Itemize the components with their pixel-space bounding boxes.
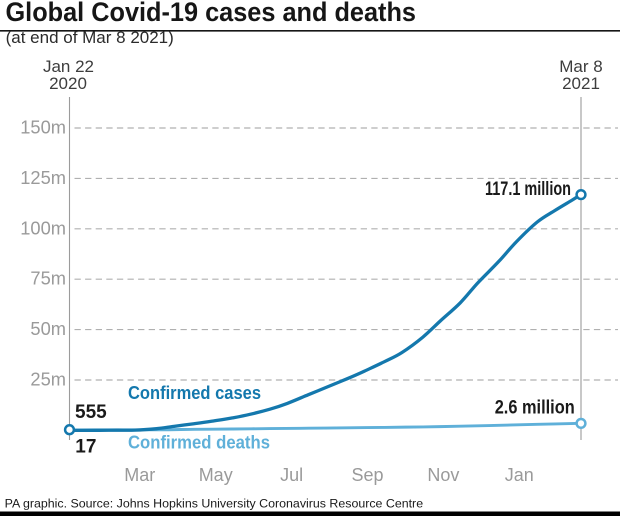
svg-text:Jan 22: Jan 22	[43, 57, 94, 76]
svg-text:100m: 100m	[20, 217, 66, 238]
svg-text:Mar: Mar	[124, 465, 155, 485]
svg-text:117.1 million: 117.1 million	[485, 179, 571, 200]
svg-text:May: May	[199, 465, 233, 485]
svg-text:Confirmed deaths: Confirmed deaths	[128, 432, 270, 453]
svg-text:25m: 25m	[30, 369, 66, 390]
svg-text:PA graphic. Source: Johns Hopk: PA graphic. Source: Johns Hopkins Univer…	[5, 496, 424, 510]
svg-text:2.6 million: 2.6 million	[495, 398, 575, 419]
svg-text:555: 555	[75, 402, 107, 423]
svg-text:Sep: Sep	[351, 465, 383, 485]
svg-text:75m: 75m	[30, 268, 66, 289]
svg-text:Global Covid-19 cases and deat: Global Covid-19 cases and deaths	[6, 0, 417, 27]
svg-text:150m: 150m	[20, 117, 66, 138]
svg-text:125m: 125m	[20, 167, 66, 188]
svg-text:Confirmed cases: Confirmed cases	[128, 382, 261, 403]
svg-text:(at end of Mar 8 2021): (at end of Mar 8 2021)	[6, 28, 174, 47]
svg-text:Jan: Jan	[505, 465, 534, 485]
svg-text:17: 17	[75, 437, 96, 458]
svg-text:2020: 2020	[49, 74, 87, 93]
svg-text:Nov: Nov	[427, 465, 459, 485]
svg-text:Mar 8: Mar 8	[559, 57, 602, 76]
svg-text:Jul: Jul	[280, 465, 303, 485]
svg-text:2021: 2021	[562, 74, 600, 93]
svg-text:50m: 50m	[30, 318, 66, 339]
